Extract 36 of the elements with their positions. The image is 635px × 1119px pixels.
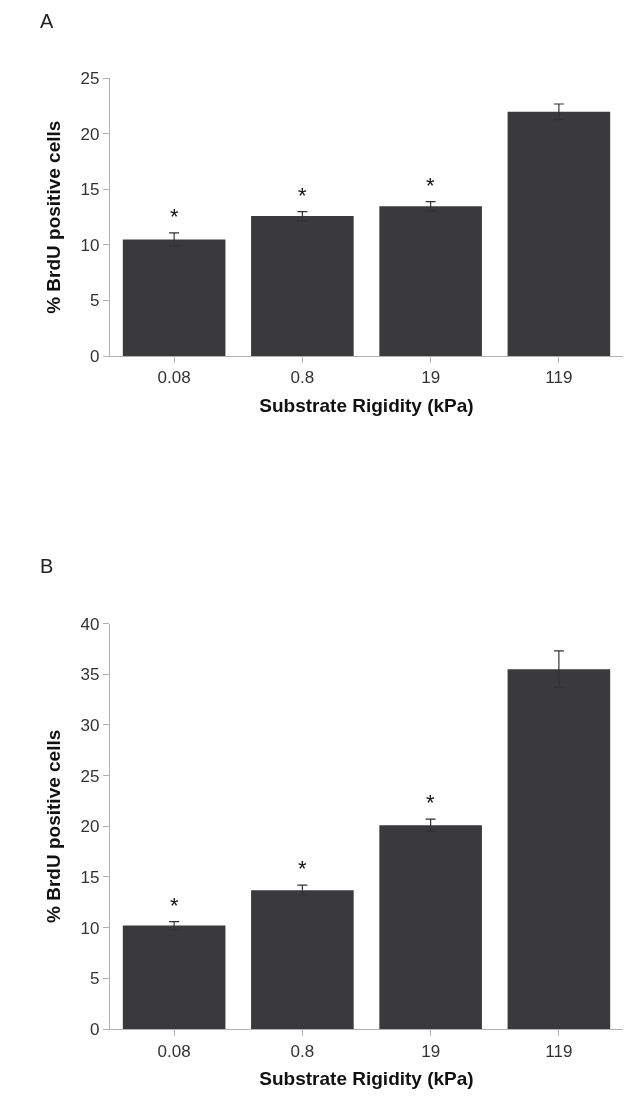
y-axis-title: % BrdU positive cells <box>43 120 65 314</box>
y-tick-label: 25 <box>80 766 100 786</box>
annotation: * <box>170 893 179 918</box>
annotation: * <box>426 173 435 198</box>
annotation: * <box>170 204 179 229</box>
y-tick-label: 10 <box>80 918 100 938</box>
annotation: * <box>298 856 307 881</box>
annotation: * <box>426 790 435 815</box>
y-tick-label: 40 <box>80 614 100 634</box>
y-tick-label: 15 <box>80 867 100 887</box>
y-tick-label: 20 <box>80 817 100 837</box>
chart-title: B <box>40 555 54 577</box>
annotation: * <box>298 183 307 208</box>
y-tick-label: 35 <box>80 665 100 685</box>
x-axis-title: Substrate Rigidity (kPa) <box>259 395 474 417</box>
y-tick-label: 25 <box>80 69 100 89</box>
y-axis-title: % BrdU positive cells <box>43 729 65 923</box>
x-tick-label: 19 <box>421 368 441 388</box>
y-tick-label: 5 <box>90 969 100 989</box>
y-tick-label: 15 <box>80 180 100 200</box>
bar <box>122 925 226 1029</box>
x-tick-label: 0.8 <box>290 1041 315 1061</box>
y-tick-label: 5 <box>90 291 100 311</box>
y-tick-label: 20 <box>80 124 100 144</box>
y-tick-label: 0 <box>90 1019 100 1039</box>
x-tick-label: 0.8 <box>290 368 315 388</box>
x-tick-label: 0.08 <box>157 368 191 388</box>
x-tick-label: 119 <box>545 1041 573 1061</box>
x-tick-label: 119 <box>545 368 573 388</box>
x-tick-label: 19 <box>421 1041 441 1061</box>
y-tick-label: 0 <box>90 346 100 366</box>
y-tick-label: 30 <box>80 715 100 735</box>
chart-title: A <box>40 10 54 32</box>
x-tick-label: 0.08 <box>157 1041 191 1061</box>
x-axis-title: Substrate Rigidity (kPa) <box>259 1068 474 1090</box>
y-tick-label: 10 <box>80 235 100 255</box>
